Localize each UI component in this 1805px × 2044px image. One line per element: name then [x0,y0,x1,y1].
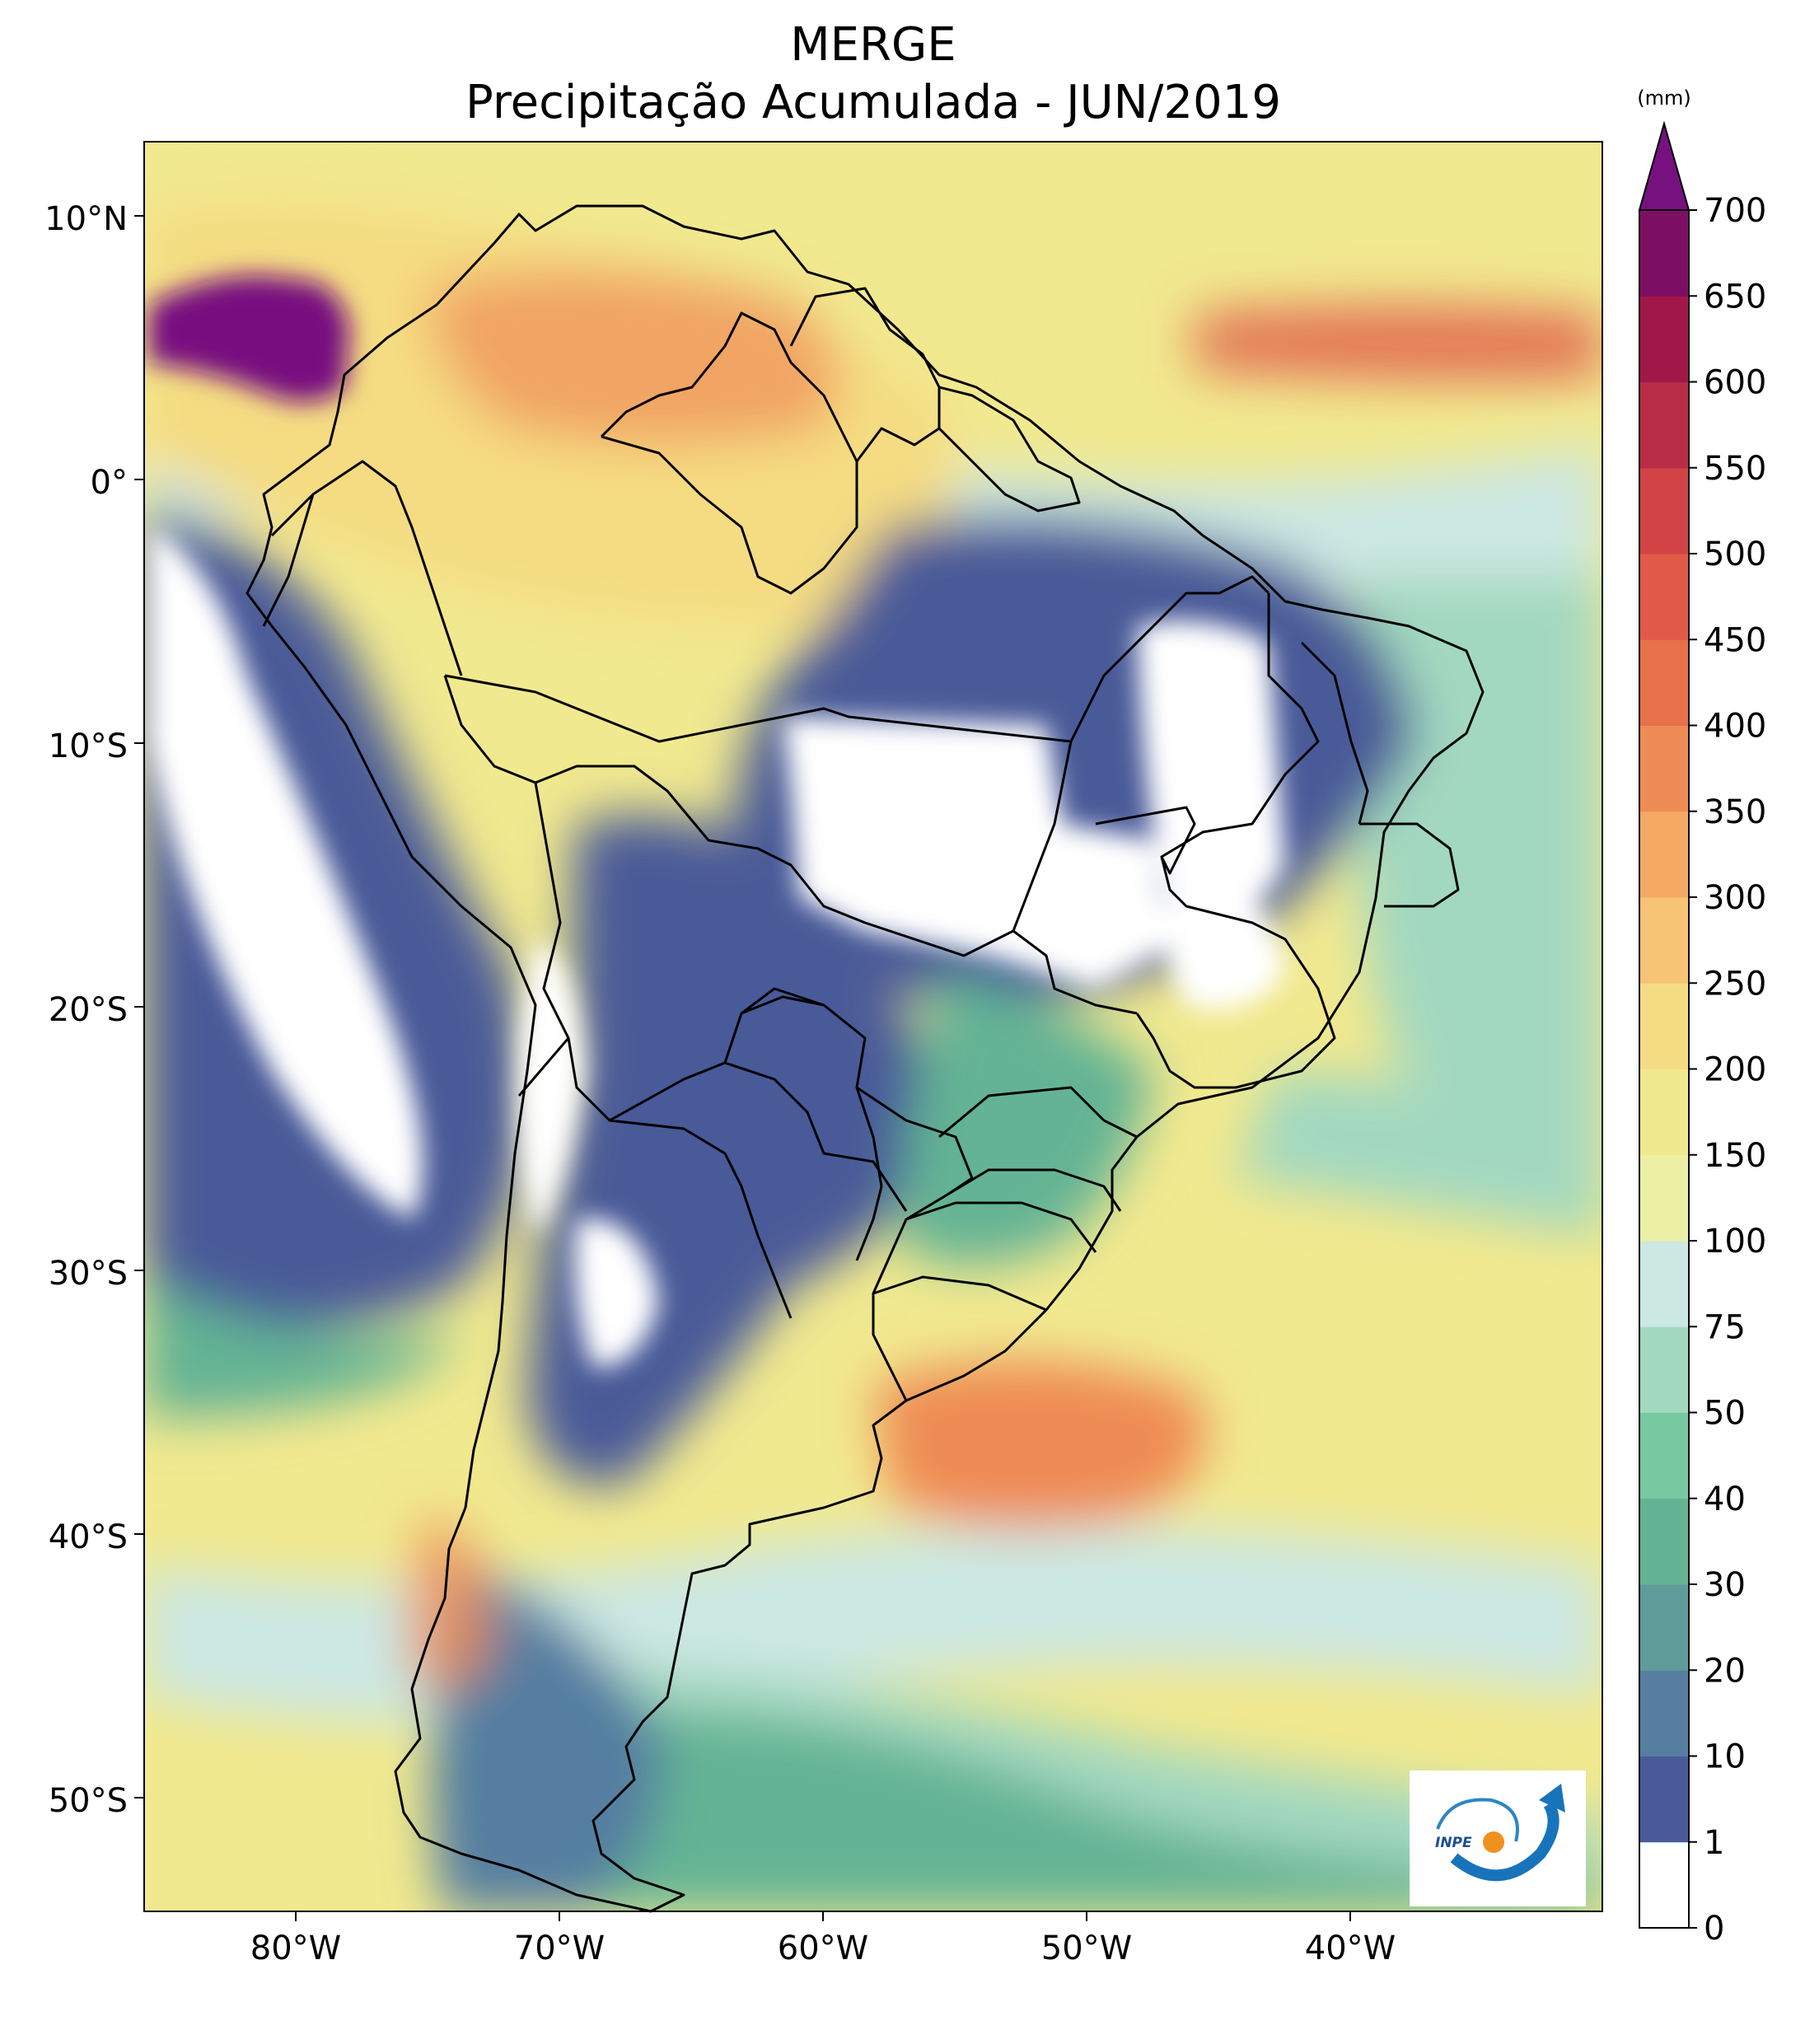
colorbar-unit: (mm) [1637,87,1690,110]
lat-label: 0° [91,464,128,502]
colorbar-bin [1639,983,1689,1069]
lon-label: 40°W [1305,1929,1396,1967]
lat-label: 40°S [49,1518,128,1556]
colorbar-bin [1639,811,1689,898]
colorbar-label: 450 [1704,621,1766,659]
colorbar-label: 600 [1704,364,1766,402]
colorbar-label: 250 [1704,965,1766,1003]
colorbar-label: 1 [1704,1824,1724,1862]
colorbar-bin [1639,1841,1689,1929]
colorbar: (mm) 0 1 10 20 30 40 50 75 100 150 200 250 300 350 400… [1637,87,1766,1948]
colorbar-bin [1639,1241,1689,1327]
lon-label: 80°W [250,1929,341,1967]
colorbar-label: 550 [1704,450,1766,488]
colorbar-bin [1639,554,1689,640]
colorbar-bin [1639,296,1689,382]
logo-orbit-arc [1436,1798,1519,1842]
colorbar-bin [1639,639,1689,726]
colorbar-label: 50 [1704,1395,1746,1433]
colorbar-extend-arrow [1638,120,1690,211]
colorbar-label: 650 [1704,278,1766,316]
colorbar-label: 20 [1704,1652,1746,1690]
colorbar-label: 0 [1704,1910,1724,1948]
lat-label: 10°N [44,200,128,238]
lat-label: 50°S [49,1782,128,1820]
colorbar-label: 350 [1704,793,1766,831]
lat-label: 10°S [49,727,128,765]
precip-field: INPE [144,142,1602,1911]
colorbar-label: 200 [1704,1051,1766,1089]
logo-sun-icon [1483,1831,1504,1853]
lat-label: 30°S [49,1255,128,1293]
colorbar-bin [1639,467,1689,554]
colorbar-bin [1639,1154,1689,1242]
map-frame [143,141,1603,1912]
colorbar-bin [1639,897,1689,984]
colorbar-label: 30 [1704,1566,1746,1604]
colorbar-label: 150 [1704,1137,1766,1175]
colorbar-bin [1639,1326,1689,1413]
lat-axis: 10°N 0° 10°S 20°S 30°S 40°S 50°S [44,200,144,1820]
lon-label: 70°W [514,1929,605,1967]
country-borders [262,287,1460,1401]
colorbar-bin [1639,1412,1689,1499]
continent-outline [245,204,1485,1913]
colorbar-bin [1639,381,1689,469]
lat-label: 20°S [49,991,128,1029]
lon-label: 60°W [778,1929,868,1967]
logo-arrow [1450,1801,1560,1882]
map-title: MERGE [790,18,956,72]
colorbar-bin [1639,1756,1689,1843]
colorbar-bin [1639,210,1689,297]
inpe-logo: INPE [1410,1770,1586,1906]
colorbar-label: 500 [1704,536,1766,573]
lon-axis: 80°W 70°W 60°W 50°W 40°W [250,1911,1396,1967]
colorbar-label: 700 [1704,192,1766,230]
colorbar-bin [1639,1069,1689,1156]
map-subtitle: Precipitação Acumulada - JUN/2019 [465,76,1281,129]
logo-arrow-head [1539,1784,1565,1812]
colorbar-label: 400 [1704,708,1766,746]
logo-text: INPE [1435,1835,1472,1851]
colorbar-bin [1639,725,1689,812]
colorbar-bin [1639,1584,1689,1671]
colorbar-bin [1639,1498,1689,1585]
colorbar-label: 75 [1704,1308,1746,1346]
colorbar-label: 300 [1704,879,1766,917]
colorbar-bin [1639,1670,1689,1756]
colorbar-label: 10 [1704,1738,1746,1776]
colorbar-label: 40 [1704,1480,1746,1518]
colorbar-label: 100 [1704,1223,1766,1261]
lon-label: 50°W [1041,1929,1132,1967]
